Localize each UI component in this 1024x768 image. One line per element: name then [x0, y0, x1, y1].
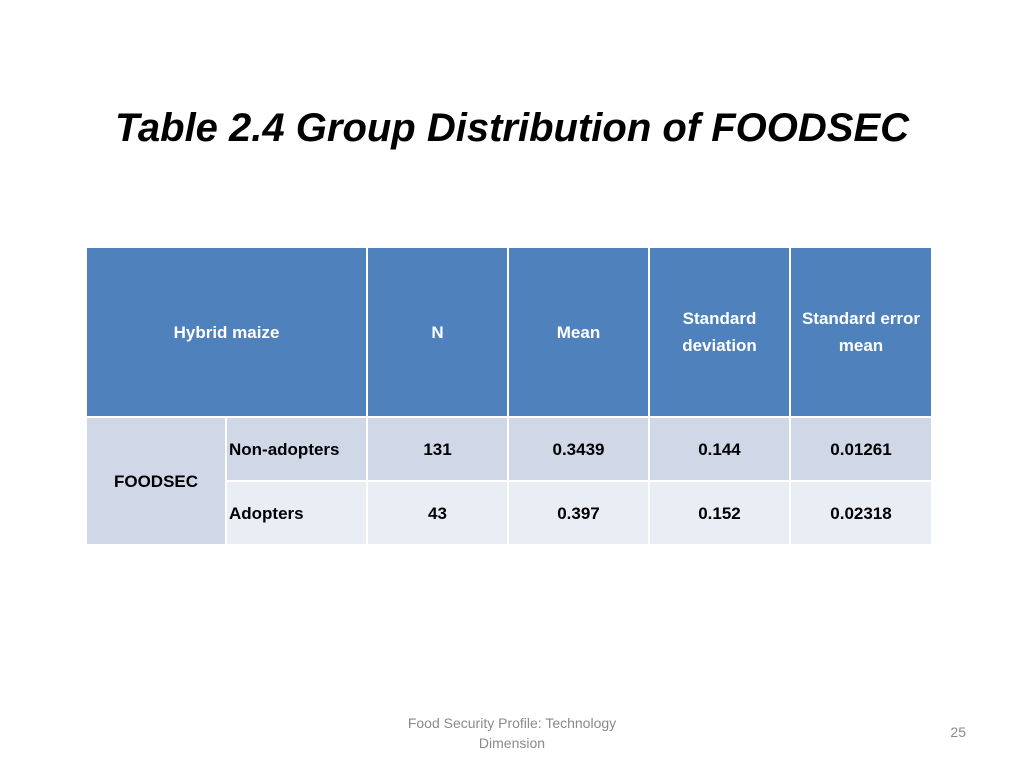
cell-std-err: 0.01261 [789, 416, 933, 482]
data-table: Hybrid maize N Mean Standard deviation S… [85, 246, 933, 546]
cell-std-err: 0.02318 [789, 480, 933, 546]
cell-n: 131 [366, 416, 509, 482]
header-standard-error-mean: Standard error mean [789, 246, 933, 418]
header-mean: Mean [507, 246, 650, 418]
row-group-label: FOODSEC [85, 416, 227, 546]
cell-std-dev: 0.152 [648, 480, 791, 546]
cell-mean: 0.3439 [507, 416, 650, 482]
row-label-non-adopters: Non-adopters [225, 416, 368, 482]
header-hybrid-maize: Hybrid maize [85, 246, 368, 418]
cell-std-dev: 0.144 [648, 416, 791, 482]
header-standard-deviation: Standard deviation [648, 246, 791, 418]
slide-title: Table 2.4 Group Distribution of FOODSEC [114, 106, 910, 150]
table-row: Adopters 43 0.397 0.152 0.02318 [86, 480, 933, 546]
table-row: FOODSEC Non-adopters 131 0.3439 0.144 0.… [85, 416, 933, 546]
page-number: 25 [950, 724, 966, 740]
cell-n: 43 [366, 480, 509, 546]
cell-mean: 0.397 [507, 480, 650, 546]
row-label-adopters: Adopters [225, 480, 368, 546]
header-n: N [366, 246, 509, 418]
footer-text: Food Security Profile: Technology Dimens… [407, 715, 617, 751]
table-header-row: Hybrid maize N Mean Standard deviation S… [85, 246, 933, 418]
